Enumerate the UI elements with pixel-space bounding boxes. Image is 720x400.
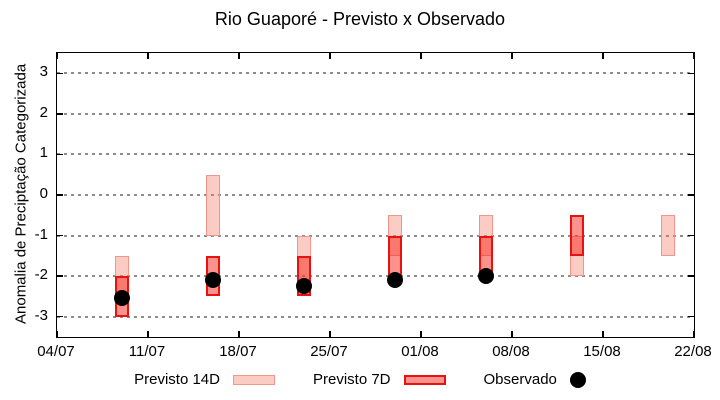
previsto-14d-swatch xyxy=(232,374,275,385)
chart-title: Rio Guaporé - Previsto x Observado xyxy=(214,9,506,29)
legend-item-previsto-7d: Previsto 7D xyxy=(313,371,446,388)
y-tick-left xyxy=(57,234,63,237)
legend-label-previsto-7d: Previsto 7D xyxy=(312,371,391,388)
y-tick-right xyxy=(688,113,694,115)
y-tick-right xyxy=(688,153,694,156)
legend-label-observado: Observado xyxy=(483,371,557,388)
x-tick-bottom xyxy=(420,331,422,337)
x-tick-top xyxy=(238,53,240,59)
y-tick-left xyxy=(57,72,63,75)
y-tick-left xyxy=(57,153,63,156)
y-tick-label: -2 xyxy=(34,266,48,284)
y-tick-right xyxy=(688,194,694,196)
legend: Previsto 14D Previsto 7D Observado xyxy=(0,371,720,388)
y-tick-left xyxy=(57,315,63,318)
x-tick-top xyxy=(693,53,695,59)
observado-dot xyxy=(296,278,312,295)
x-tick-bottom xyxy=(238,331,240,337)
x-tick-top xyxy=(329,53,331,59)
x-tick-top xyxy=(511,53,513,59)
gridline xyxy=(57,194,694,196)
gridline xyxy=(57,72,694,75)
x-tick-bottom xyxy=(329,331,331,337)
x-tick-bottom xyxy=(511,331,513,337)
observado-dot xyxy=(114,290,130,307)
previsto-14d-bar xyxy=(661,215,675,256)
previsto-14d-bar xyxy=(206,174,220,236)
x-tick-bottom xyxy=(56,331,58,337)
previsto-7d-bar xyxy=(570,215,584,256)
x-tick-bottom xyxy=(147,331,149,337)
observado-dot-swatch xyxy=(569,371,586,388)
x-tick-label: 22/08 xyxy=(674,343,712,360)
gridline xyxy=(57,112,694,115)
x-tick-top xyxy=(56,53,58,59)
plot-area xyxy=(56,52,695,338)
gridline xyxy=(57,315,694,318)
legend-item-previsto-14d: Previsto 14D xyxy=(134,371,275,388)
x-tick-top xyxy=(147,53,149,59)
y-tick-right xyxy=(688,275,694,277)
x-tick-label: 04/07 xyxy=(37,343,75,360)
y-tick-label: 0 xyxy=(39,185,48,202)
y-tick-right xyxy=(688,72,694,75)
x-tick-bottom xyxy=(602,331,604,337)
gridline xyxy=(57,275,694,278)
previsto-7d-bar xyxy=(388,235,402,277)
previsto-7d-swatch xyxy=(403,374,446,385)
legend-item-observado: Observado xyxy=(484,371,586,388)
y-tick-label: 3 xyxy=(39,63,48,81)
y-tick-label: 2 xyxy=(39,103,48,121)
observado-dot xyxy=(387,272,403,289)
x-tick-label: 25/07 xyxy=(310,343,348,360)
y-tick-label: -1 xyxy=(34,225,48,243)
x-tick-label: 01/08 xyxy=(401,343,439,360)
observado-dot xyxy=(205,272,221,289)
gridline xyxy=(57,234,694,237)
y-tick-right xyxy=(688,315,694,318)
y-tick-right xyxy=(688,234,694,237)
gridline xyxy=(57,153,694,156)
x-tick-top xyxy=(602,53,604,59)
x-tick-label: 15/08 xyxy=(583,343,621,360)
observado-dot xyxy=(478,268,494,285)
y-tick-left xyxy=(57,113,63,115)
x-tick-top xyxy=(420,53,422,59)
x-tick-bottom xyxy=(693,331,695,337)
x-tick-label: 18/07 xyxy=(219,343,257,360)
y-tick-left xyxy=(57,275,63,277)
x-tick-label: 08/08 xyxy=(492,343,530,360)
y-tick-label: -3 xyxy=(34,306,48,324)
x-tick-label: 11/07 xyxy=(128,343,166,360)
y-tick-left xyxy=(57,194,63,196)
legend-label-previsto-14d: Previsto 14D xyxy=(134,371,220,388)
y-tick-label: 1 xyxy=(39,144,48,162)
